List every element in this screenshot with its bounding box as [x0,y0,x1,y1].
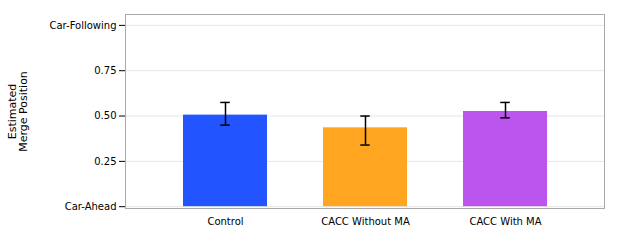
svg-text:0.75: 0.75 [94,65,116,76]
svg-text:EstimatedMerge Position: EstimatedMerge Position [6,71,30,152]
svg-text:Control: Control [207,216,243,227]
svg-text:Car-Following: Car-Following [49,20,116,31]
svg-text:Car-Ahead: Car-Ahead [65,201,117,212]
svg-text:0.25: 0.25 [94,156,116,167]
svg-text:CACC Without MA: CACC Without MA [321,216,410,227]
svg-text:CACC With MA: CACC With MA [469,216,541,227]
svg-text:0.50: 0.50 [94,110,116,121]
